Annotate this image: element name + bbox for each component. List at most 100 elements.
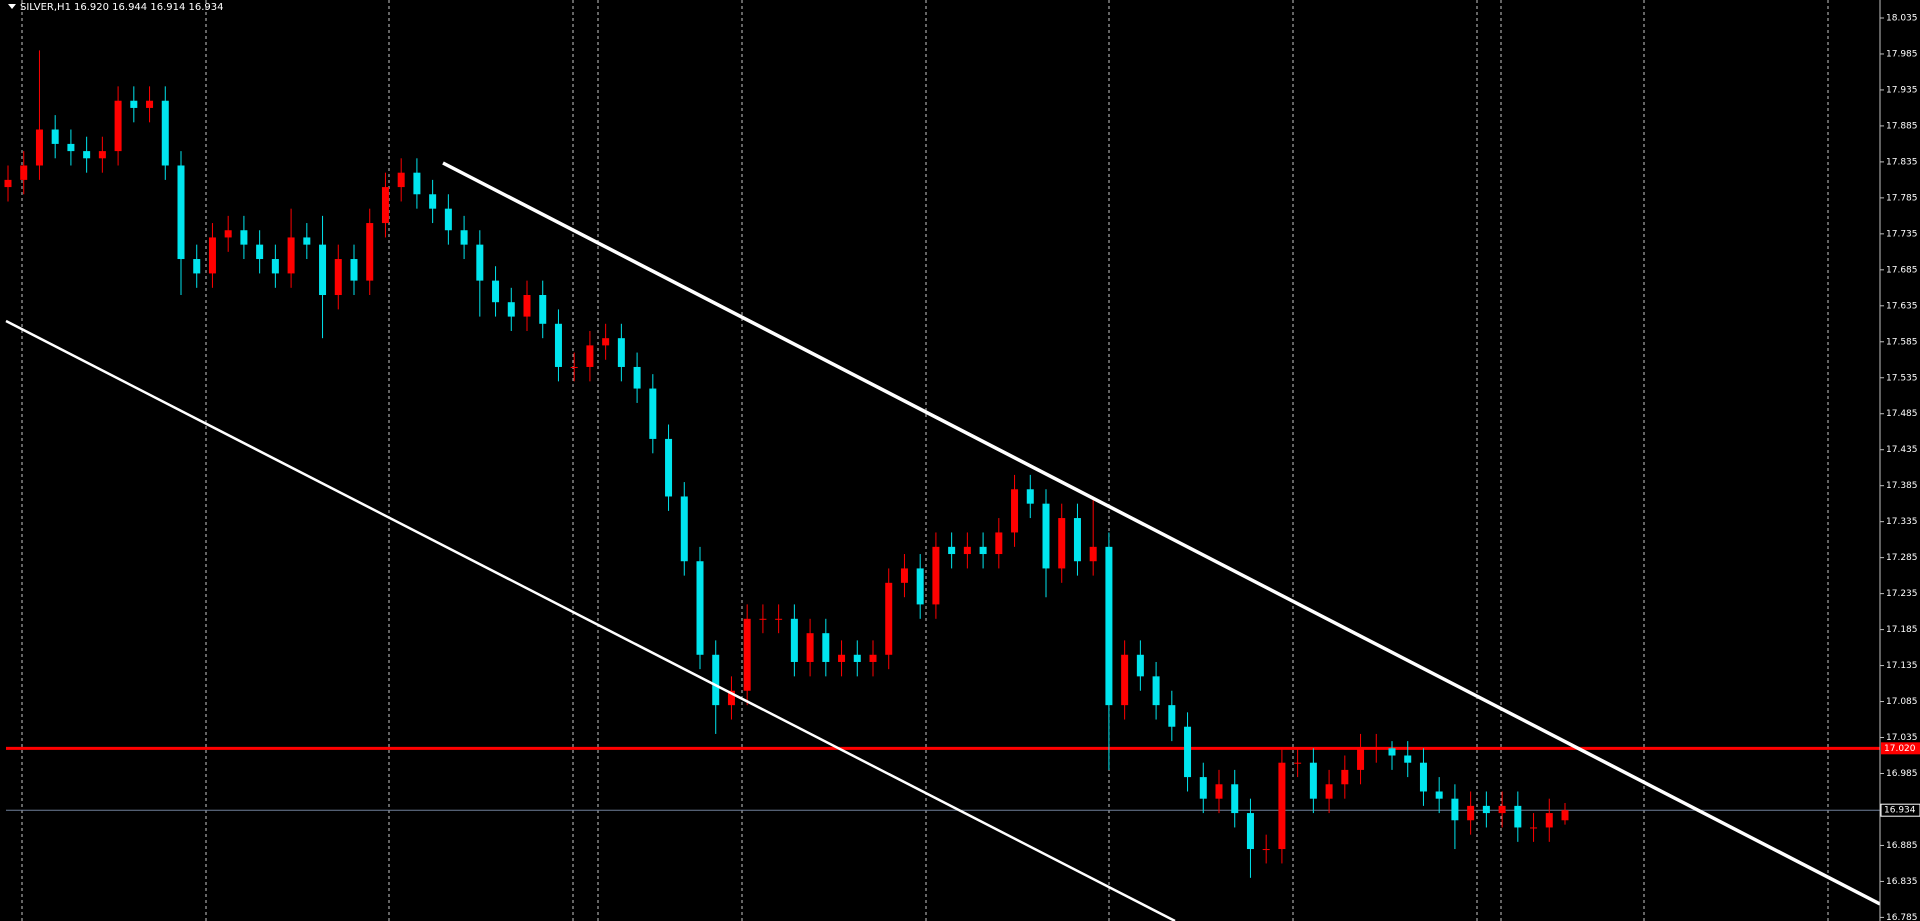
y-tick-label: 17.235: [1886, 589, 1918, 599]
candle-body: [1215, 784, 1223, 799]
candle-body: [1073, 518, 1081, 562]
candle-body: [853, 654, 861, 662]
axis-background: [1880, 0, 1920, 921]
candle-body: [759, 618, 767, 620]
candle-body: [680, 496, 688, 562]
y-tick-label: 17.485: [1886, 409, 1918, 419]
candle-body: [444, 208, 452, 231]
y-tick-label: 17.935: [1886, 85, 1918, 95]
plot: [4, 50, 1880, 878]
candle-body: [570, 366, 578, 368]
candle-body: [617, 338, 625, 367]
ohlc-readout: 16.920 16.944 16.914 16.934: [74, 2, 224, 13]
candle-body: [900, 568, 908, 583]
candle-body: [1184, 726, 1192, 778]
candle-body: [1325, 784, 1333, 799]
candle-body: [1168, 705, 1176, 727]
candle-body: [539, 295, 547, 324]
candle-body: [806, 633, 814, 662]
candle-body: [665, 438, 673, 497]
candle-body: [1419, 762, 1427, 792]
candle-body: [554, 323, 562, 367]
candle-body: [303, 237, 311, 245]
candle-body: [523, 295, 531, 317]
y-tick-label: 17.735: [1886, 229, 1918, 239]
y-tick-label: 17.685: [1886, 265, 1918, 275]
candle-body: [1246, 813, 1254, 850]
candle-body: [429, 194, 437, 209]
candle-body: [838, 654, 846, 662]
y-tick-label: 16.885: [1886, 841, 1918, 851]
candle-body: [83, 151, 91, 159]
candle-body: [381, 187, 389, 224]
candle-body: [1136, 654, 1144, 677]
candle-body: [649, 388, 657, 439]
price-level-tag: [1881, 742, 1920, 755]
candle-body: [492, 280, 500, 303]
candle-body: [1435, 791, 1443, 799]
candle-body: [146, 100, 154, 108]
y-tick-label: 17.435: [1886, 445, 1918, 455]
candle-body: [319, 244, 327, 296]
menu-arrow[interactable]: [8, 4, 16, 9]
candle-body: [869, 654, 877, 662]
candle-body: [1058, 518, 1066, 569]
y-tick-label: 17.035: [1886, 733, 1918, 743]
trend-line-upper: [442, 161, 1881, 906]
candle-body: [350, 259, 358, 281]
candle-body: [1152, 676, 1160, 706]
y-tick-label: 17.885: [1886, 121, 1918, 131]
candle-body: [743, 618, 751, 691]
candle-body: [224, 230, 232, 238]
candle-body: [1498, 805, 1506, 814]
candle-body: [932, 546, 940, 605]
candle-body: [1089, 546, 1097, 562]
candle-body: [1561, 810, 1569, 821]
candle-body: [1262, 849, 1270, 851]
price-level-label: 17.020: [1884, 744, 1916, 754]
y-tick-label: 17.985: [1886, 49, 1918, 59]
candle-body: [916, 568, 924, 605]
candle-body: [35, 129, 43, 166]
candle-body: [51, 129, 59, 144]
candle-body: [1514, 805, 1522, 828]
candle-body: [1404, 755, 1412, 763]
candle-body: [1231, 784, 1239, 814]
y-tick-label: 16.985: [1886, 769, 1918, 779]
candle-body: [1545, 813, 1553, 828]
candle-body: [334, 259, 342, 296]
y-tick-label: 17.785: [1886, 193, 1918, 203]
candle-body: [1451, 798, 1459, 821]
price-level-tag: [1880, 803, 1920, 817]
candle-body: [1042, 503, 1050, 569]
y-tick-label: 18.035: [1886, 13, 1918, 23]
candle-body: [712, 654, 720, 706]
candle-body: [1341, 769, 1349, 785]
candle-body: [1357, 748, 1365, 770]
candle-body: [271, 259, 279, 274]
chart-symbol: SILVER,H1: [20, 2, 71, 13]
candle-body: [948, 546, 956, 555]
price-level-label: 16.934: [1884, 806, 1916, 816]
candle-body: [507, 302, 515, 317]
candle-body: [397, 172, 405, 188]
candle-body: [161, 100, 169, 166]
candle-body: [20, 165, 28, 180]
candle-body: [1309, 762, 1317, 799]
candle-body: [995, 532, 1003, 555]
candle-body: [1026, 489, 1034, 504]
candle-body: [1467, 805, 1475, 821]
candle-body: [790, 618, 798, 662]
y-tick-label: 17.635: [1886, 301, 1918, 311]
candle-body: [130, 100, 138, 108]
candle-body: [1278, 762, 1286, 850]
y-tick-label: 17.135: [1886, 661, 1918, 671]
candle-body: [1388, 748, 1396, 756]
y-tick-label: 17.585: [1886, 337, 1918, 347]
candle-body: [1105, 546, 1113, 706]
y-tick-label: 17.185: [1886, 625, 1918, 635]
y-tick-label: 16.785: [1886, 913, 1918, 921]
candle-body: [1121, 654, 1129, 706]
